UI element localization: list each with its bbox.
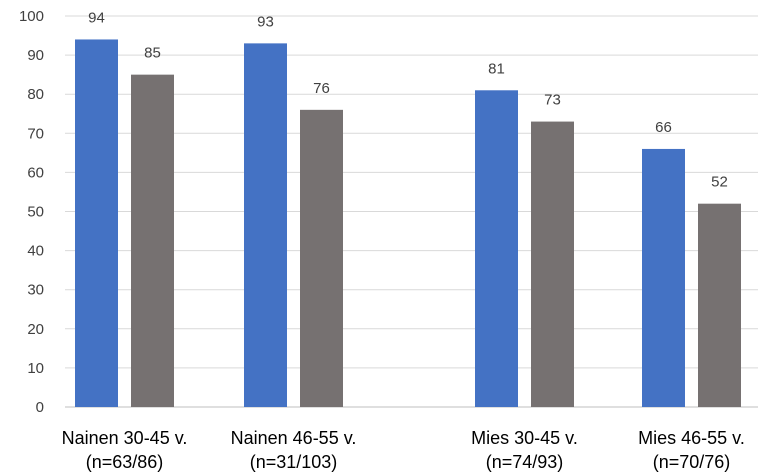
data-labels: 94 93 81 66 85 76 73 52 <box>88 9 728 190</box>
y-tick-label: 40 <box>27 243 44 260</box>
gridlines <box>65 15 758 408</box>
data-label: 66 <box>655 119 672 136</box>
y-tick-label: 0 <box>36 399 44 416</box>
bar <box>642 148 685 407</box>
y-tick-label: 70 <box>27 125 44 142</box>
x-category-label: Mies 30-45 v. <box>471 428 578 448</box>
x-category-label: Nainen 46-55 v. <box>231 428 357 448</box>
data-label: 94 <box>88 9 105 26</box>
data-label: 73 <box>544 92 561 109</box>
y-tick-label: 10 <box>27 360 44 377</box>
x-category-label: Mies 46-55 v. <box>638 428 745 448</box>
x-category-sublabel: (n=74/93) <box>486 452 564 472</box>
y-tick-label: 20 <box>27 321 44 338</box>
y-tick-label: 50 <box>27 204 44 221</box>
y-axis: 0 10 20 30 40 50 60 70 80 90 100 <box>19 8 44 416</box>
bar <box>300 109 343 407</box>
y-tick-label: 100 <box>19 8 44 25</box>
y-tick-label: 90 <box>27 47 44 64</box>
x-category-sublabel: (n=63/86) <box>86 452 164 472</box>
bar <box>531 121 574 407</box>
data-label: 85 <box>144 45 161 62</box>
x-category-sublabel: (n=70/76) <box>653 452 731 472</box>
bar <box>698 203 741 407</box>
data-label: 81 <box>488 60 505 77</box>
bar <box>475 90 518 407</box>
bar <box>131 74 174 408</box>
data-label: 52 <box>711 174 728 191</box>
bar <box>244 43 287 408</box>
data-label: 93 <box>257 13 274 30</box>
x-category-label: Nainen 30-45 v. <box>62 428 188 448</box>
bar <box>75 39 118 408</box>
y-tick-label: 80 <box>27 86 44 103</box>
data-label: 76 <box>313 80 330 97</box>
x-category-sublabel: (n=31/103) <box>250 452 338 472</box>
y-tick-label: 60 <box>27 164 44 181</box>
bars <box>75 39 741 408</box>
y-tick-label: 30 <box>27 282 44 299</box>
x-axis: Nainen 30-45 v. (n=63/86) Nainen 46-55 v. (… <box>62 428 745 472</box>
